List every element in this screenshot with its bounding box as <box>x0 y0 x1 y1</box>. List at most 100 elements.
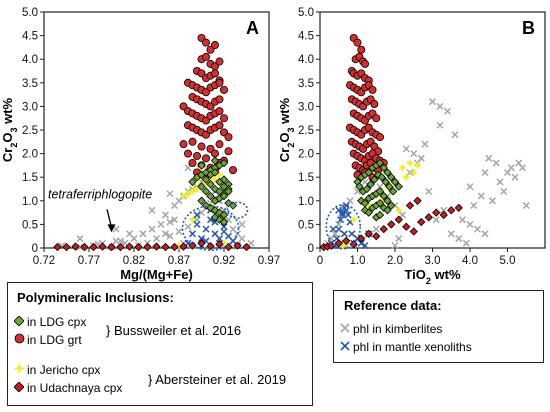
udach-point <box>71 242 80 251</box>
ldgcpx-point <box>355 182 364 191</box>
ldgcpx-point <box>362 184 372 194</box>
kimb-point <box>425 187 433 195</box>
kimberlite-cross-icon <box>339 322 351 336</box>
kimb-point <box>455 235 463 243</box>
ldgcpx-point <box>370 175 379 184</box>
series-ldgcpx <box>188 156 238 227</box>
kimb-point <box>481 168 489 177</box>
udach-point <box>394 215 403 224</box>
legend-inclusions: Polymineralic Inclusions: in LDG cpx in … <box>7 282 313 406</box>
xeno-point <box>197 235 206 243</box>
x-tick-label: 0.87 <box>168 255 190 267</box>
ldggrt-point <box>219 114 228 123</box>
y-tick-label: 0 <box>308 243 314 255</box>
ldgcpx-point <box>377 173 387 182</box>
jericho-point <box>220 239 228 248</box>
jericho-point <box>179 192 188 201</box>
udach-point <box>143 242 152 252</box>
xeno-point <box>337 216 345 224</box>
udach-point <box>62 242 71 252</box>
panel-label: A <box>246 18 259 38</box>
udach-point <box>334 239 343 248</box>
kimb-point <box>428 98 437 106</box>
kimb-point <box>466 183 474 191</box>
kimb-point <box>238 235 246 243</box>
kimb-point <box>447 230 455 238</box>
kimb-point <box>470 201 478 210</box>
ldgcpx-point <box>379 163 388 172</box>
x-tick-label: 1.0 <box>350 255 366 267</box>
jericho-point <box>338 241 347 250</box>
udach-point <box>364 229 373 239</box>
ldggrt-point <box>360 59 369 68</box>
ldggrt-point <box>215 107 224 116</box>
kimb-point <box>148 225 156 233</box>
xeno-point <box>202 225 210 233</box>
legend-item-ldg-grt: in LDG grt <box>13 333 82 347</box>
ldgcpx-point <box>366 180 375 189</box>
ldggrt-point <box>215 95 224 104</box>
jericho-point <box>406 159 414 168</box>
x-tick-label: 0.82 <box>123 255 145 267</box>
series-udach <box>53 239 251 252</box>
x-tick-label: 0 <box>317 255 323 267</box>
kimb-point <box>395 235 403 243</box>
annotation-tetraferriphlogopite: tetraferriphlogopite <box>48 187 152 201</box>
ldgcpx-point <box>375 158 385 168</box>
kimb-point <box>161 211 170 219</box>
kimb-point <box>462 239 470 247</box>
legend-label-kimberlites: phl in kimberlites <box>353 322 443 336</box>
xeno-point <box>193 211 201 219</box>
ldgcpx-point <box>228 201 238 210</box>
udach-point <box>405 201 415 210</box>
legend-ref-abersteiner: } Abersteiner et al. 2019 <box>148 372 287 387</box>
ldgcpx-point <box>210 156 220 165</box>
ldggrt-point <box>353 38 362 47</box>
jericho-point <box>184 189 192 198</box>
xenolith-field-outline-b <box>325 203 362 250</box>
series-ldggrt <box>345 33 388 182</box>
ldg-grt-circle-icon <box>13 333 25 347</box>
kimb-point <box>458 216 467 224</box>
jericho-point <box>193 185 201 193</box>
legend-label-xenoliths: phl in mantle xenoliths <box>353 340 472 354</box>
ldggrt-point <box>357 45 366 54</box>
panel-label: B <box>522 18 535 38</box>
ldgcpx-point <box>201 175 211 184</box>
y-tick-label: 4.0 <box>22 54 38 66</box>
x-tick-label: 0.97 <box>258 255 280 267</box>
udach-point <box>372 232 381 241</box>
kimb-point <box>511 173 519 181</box>
y-tick-label: 0 <box>32 243 38 255</box>
ldgcpx-point <box>215 177 224 187</box>
udach-point <box>152 242 161 251</box>
udach-point <box>233 241 242 250</box>
ldgcpx-point <box>188 177 197 187</box>
ldgcpx-point <box>210 168 220 177</box>
udach-point <box>179 242 188 251</box>
y-tick-label: 1.0 <box>22 196 38 208</box>
ldggrt-point <box>197 142 206 151</box>
x-tick-label: 0.92 <box>213 255 235 267</box>
ldggrt-point <box>188 159 197 168</box>
kimb-point <box>170 216 179 224</box>
jericho-point <box>349 215 358 224</box>
udach-point <box>107 242 116 252</box>
ldggrt-point <box>210 41 219 50</box>
kimb-point <box>410 150 418 158</box>
y-axis-title-a: Cr2O3 wt% <box>0 97 19 162</box>
udachnaya-diamond-icon <box>13 381 25 395</box>
kimb-point <box>402 145 410 153</box>
ldggrt-point <box>188 137 197 146</box>
xeno-point <box>329 225 337 233</box>
y-tick-label: 3.0 <box>298 101 314 113</box>
ldgcpx-point <box>364 208 373 217</box>
y-tick-label: 5.0 <box>22 7 38 19</box>
udach-point <box>439 210 448 220</box>
udach-point <box>447 206 456 215</box>
udach-point <box>413 196 422 205</box>
ldgcpx-point <box>387 173 396 182</box>
y-tick-label: 0.5 <box>22 219 38 231</box>
udach-point <box>206 241 215 251</box>
